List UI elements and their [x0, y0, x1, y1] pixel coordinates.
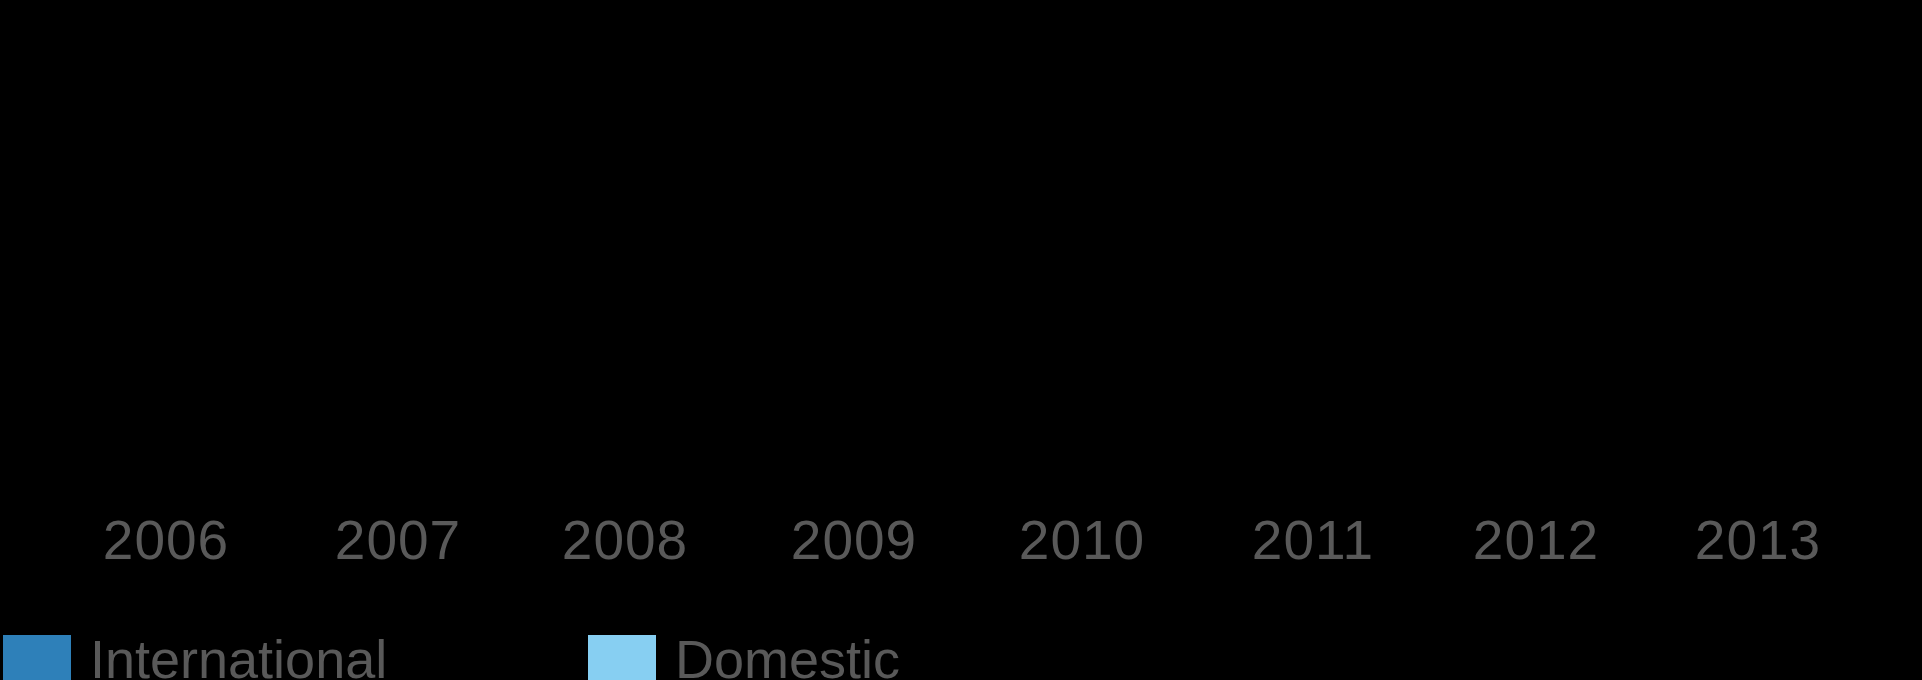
- legend-swatch-international-icon: [3, 635, 71, 680]
- stacked-bar-chart: 4620065520076120085720097020108020119220…: [0, 0, 1922, 680]
- legend-label-international: International: [90, 625, 387, 680]
- legend-item-domestic: Domestic: [588, 625, 900, 680]
- category-label-2013: 2013: [1608, 513, 1908, 568]
- legend-swatch-domestic-icon: [588, 635, 656, 680]
- legend-item-international: International: [3, 625, 387, 680]
- legend-label-domestic: Domestic: [675, 625, 900, 680]
